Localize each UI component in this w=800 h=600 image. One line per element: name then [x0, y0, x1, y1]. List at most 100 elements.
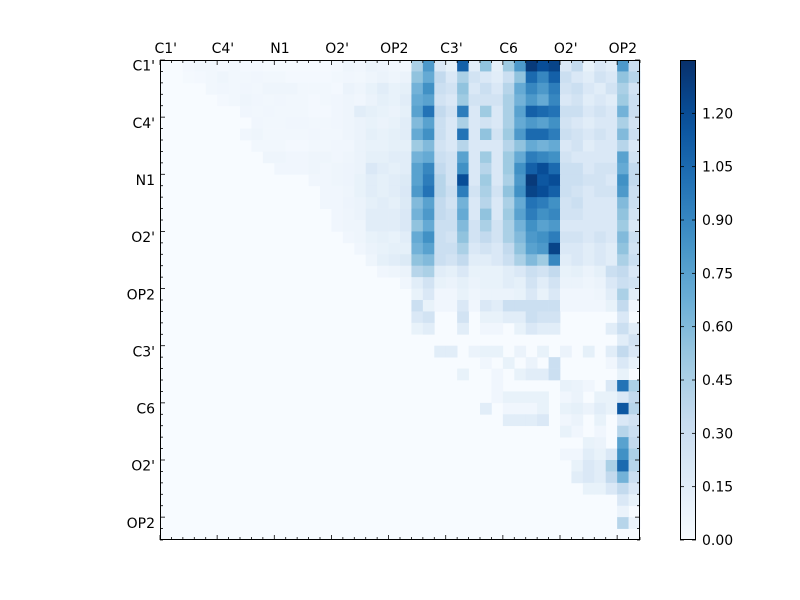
- heatmap-cell: [491, 368, 504, 381]
- heatmap-cell: [422, 220, 435, 232]
- heatmap-cell: [548, 277, 561, 289]
- heatmap-cell: [228, 71, 241, 84]
- heatmap-cell: [525, 391, 538, 404]
- heatmap-cell: [457, 185, 469, 198]
- heatmap-cell: [628, 162, 641, 175]
- heatmap-cell: [571, 151, 584, 164]
- heatmap-cell: [320, 117, 332, 129]
- heatmap-cell: [422, 140, 435, 152]
- heatmap-cell: [514, 105, 527, 118]
- heatmap-cell: [502, 151, 515, 164]
- heatmap-cell: [400, 254, 412, 267]
- heatmap-cell: [605, 254, 618, 267]
- x-tick-label: O2': [554, 41, 578, 57]
- heatmap-cell: [548, 162, 561, 175]
- heatmap-cell: [491, 185, 504, 198]
- heatmap-cell: [457, 322, 469, 335]
- heatmap-cell: [605, 231, 618, 244]
- heatmap-cell: [365, 174, 378, 187]
- heatmap-cell: [320, 151, 332, 164]
- heatmap-cell: [457, 174, 469, 187]
- heatmap-cell: [571, 380, 584, 392]
- heatmap-cell: [422, 242, 435, 255]
- heatmap-cell: [594, 117, 607, 129]
- heatmap-cell: [445, 231, 458, 244]
- heatmap-cell: [582, 448, 595, 461]
- heatmap-cell: [617, 311, 629, 324]
- heatmap-cell: [628, 322, 641, 335]
- heatmap-cell: [548, 174, 561, 187]
- heatmap-cell: [285, 60, 298, 72]
- heatmap-cell: [605, 402, 618, 415]
- heatmap-cell: [480, 265, 492, 278]
- heatmap-cell: [571, 162, 584, 175]
- heatmap-cell: [342, 185, 355, 198]
- colorbar-tick-label: 0.90: [702, 213, 733, 229]
- heatmap-cell: [331, 151, 344, 164]
- heatmap-cell: [228, 82, 241, 95]
- heatmap-cell: [605, 345, 618, 358]
- heatmap-cell: [331, 185, 344, 198]
- heatmap-cell: [331, 82, 344, 95]
- heatmap-cell: [605, 482, 618, 495]
- heatmap-cell: [571, 242, 584, 255]
- heatmap-cell: [365, 208, 378, 221]
- heatmap-cell: [445, 242, 458, 255]
- heatmap-cell: [514, 414, 527, 427]
- heatmap-cell: [502, 94, 515, 107]
- heatmap-cell: [457, 94, 469, 107]
- heatmap-cell: [617, 94, 629, 107]
- heatmap-cell: [594, 185, 607, 198]
- heatmap-cell: [457, 254, 469, 267]
- heatmap-cell: [331, 60, 344, 72]
- heatmap-cell: [571, 105, 584, 118]
- heatmap-cell: [594, 162, 607, 175]
- heatmap-cell: [617, 322, 629, 335]
- heatmap-cell: [434, 345, 447, 358]
- heatmap-cell: [514, 94, 527, 107]
- heatmap-cell: [320, 174, 332, 187]
- heatmap-cell: [502, 242, 515, 255]
- heatmap-cell: [377, 242, 389, 255]
- heatmap-cell: [445, 117, 458, 129]
- heatmap-cell: [365, 128, 378, 141]
- heatmap-cell: [628, 208, 641, 221]
- heatmap-cell: [594, 242, 607, 255]
- heatmap-cell: [560, 300, 572, 312]
- heatmap-cell: [582, 300, 595, 312]
- heatmap-cell: [445, 197, 458, 209]
- heatmap-cell: [491, 60, 504, 72]
- heatmap-cell: [480, 311, 492, 324]
- heatmap-cell: [434, 60, 447, 72]
- heatmap-cell: [354, 60, 367, 72]
- heatmap-cell: [548, 117, 561, 129]
- heatmap-cell: [502, 197, 515, 209]
- heatmap-cell: [571, 254, 584, 267]
- heatmap-cell: [182, 60, 195, 72]
- heatmap-cell: [445, 174, 458, 187]
- heatmap-cell: [571, 265, 584, 278]
- heatmap-cell: [548, 311, 561, 324]
- heatmap-cell: [548, 128, 561, 141]
- heatmap-cell: [617, 162, 629, 175]
- heatmap-cell: [617, 517, 629, 529]
- heatmap-cell: [560, 82, 572, 95]
- heatmap-cell: [514, 208, 527, 221]
- heatmap-cell: [594, 300, 607, 312]
- heatmap-cell: [560, 162, 572, 175]
- heatmap-cell: [525, 242, 538, 255]
- heatmap-cell: [628, 448, 641, 461]
- heatmap-cell: [400, 197, 412, 209]
- heatmap-cell: [400, 231, 412, 244]
- heatmap-cell: [617, 82, 629, 95]
- heatmap-cell: [548, 151, 561, 164]
- heatmap-cell: [537, 117, 549, 129]
- heatmap-cell: [365, 117, 378, 129]
- heatmap-cell: [628, 277, 641, 289]
- heatmap-cell: [422, 185, 435, 198]
- heatmap-cell: [331, 208, 344, 221]
- heatmap-cell: [411, 105, 424, 118]
- heatmap-cell: [457, 288, 469, 301]
- heatmap-cell: [240, 105, 252, 118]
- heatmap-cell: [205, 71, 218, 84]
